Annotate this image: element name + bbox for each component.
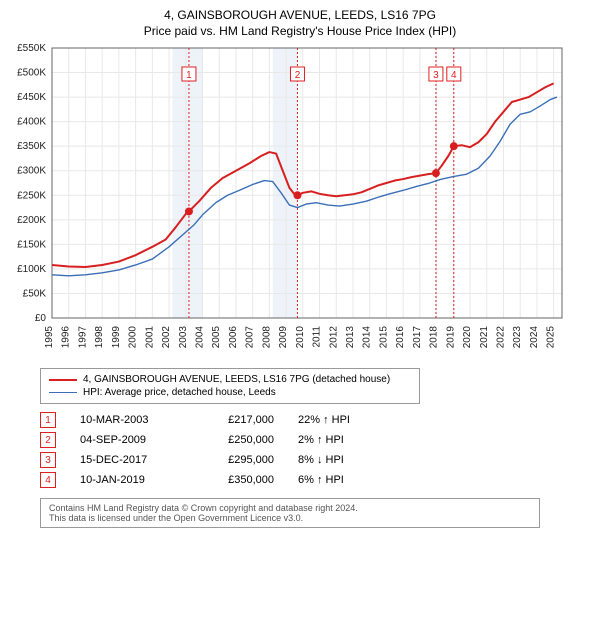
svg-text:2003: 2003 [178, 326, 189, 349]
legend-swatch-property [49, 379, 77, 381]
svg-text:£300K: £300K [17, 166, 46, 177]
sale-marker-row: 4 10-JAN-2019 £350,000 6% ↑ HPI [40, 470, 440, 490]
svg-text:2021: 2021 [479, 326, 490, 349]
svg-text:2015: 2015 [378, 326, 389, 349]
svg-text:£250K: £250K [17, 190, 46, 201]
legend-label-property: 4, GAINSBOROUGH AVENUE, LEEDS, LS16 7PG … [83, 374, 390, 385]
svg-text:1995: 1995 [44, 326, 55, 349]
svg-text:2: 2 [295, 70, 301, 81]
marker-price: £217,000 [204, 414, 274, 426]
title-main: 4, GAINSBOROUGH AVENUE, LEEDS, LS16 7PG [8, 8, 592, 22]
marker-date: 10-MAR-2003 [80, 414, 180, 426]
title-sub: Price paid vs. HM Land Registry's House … [8, 24, 592, 38]
svg-text:2018: 2018 [429, 326, 440, 349]
legend-label-hpi: HPI: Average price, detached house, Leed… [83, 387, 276, 398]
svg-text:£200K: £200K [17, 215, 46, 226]
svg-text:1999: 1999 [111, 326, 122, 349]
svg-text:2019: 2019 [445, 326, 456, 349]
svg-text:2006: 2006 [228, 326, 239, 349]
chart-area: £0 £50K £100K £150K £200K £250K £300K £350K £400… [8, 42, 592, 362]
price-chart: £0 £50K £100K £150K £200K £250K £300K £350K £400… [8, 42, 568, 362]
svg-text:2004: 2004 [194, 326, 205, 349]
footer-line1: Contains HM Land Registry data © Crown c… [49, 503, 531, 513]
svg-text:1: 1 [186, 70, 192, 81]
marker-pct: 8% ↓ HPI [298, 454, 388, 466]
marker-pct: 22% ↑ HPI [298, 414, 388, 426]
attribution-footer: Contains HM Land Registry data © Crown c… [40, 498, 540, 528]
svg-text:£550K: £550K [17, 43, 46, 54]
svg-text:2012: 2012 [328, 326, 339, 349]
svg-text:2001: 2001 [144, 326, 155, 349]
sale-marker-row: 1 10-MAR-2003 £217,000 22% ↑ HPI [40, 410, 440, 430]
legend-row-property: 4, GAINSBOROUGH AVENUE, LEEDS, LS16 7PG … [49, 373, 411, 386]
marker-date: 15-DEC-2017 [80, 454, 180, 466]
svg-text:1998: 1998 [94, 326, 105, 349]
footer-line2: This data is licensed under the Open Gov… [49, 513, 531, 523]
svg-text:2000: 2000 [128, 326, 139, 349]
svg-text:2017: 2017 [412, 326, 423, 349]
svg-text:2002: 2002 [161, 326, 172, 349]
legend: 4, GAINSBOROUGH AVENUE, LEEDS, LS16 7PG … [40, 368, 420, 404]
marker-price: £350,000 [204, 474, 274, 486]
marker-pct: 2% ↑ HPI [298, 434, 388, 446]
marker-badge: 4 [40, 472, 56, 488]
svg-text:£0: £0 [35, 313, 47, 324]
marker-badge: 3 [40, 452, 56, 468]
svg-text:£100K: £100K [17, 264, 46, 275]
svg-text:£500K: £500K [17, 68, 46, 79]
svg-text:2011: 2011 [312, 326, 323, 348]
sale-marker-row: 2 04-SEP-2009 £250,000 2% ↑ HPI [40, 430, 440, 450]
svg-text:2025: 2025 [546, 326, 557, 349]
chart-titles: 4, GAINSBOROUGH AVENUE, LEEDS, LS16 7PG … [8, 8, 592, 38]
marker-price: £295,000 [204, 454, 274, 466]
svg-text:2014: 2014 [362, 326, 373, 349]
svg-text:2010: 2010 [295, 326, 306, 349]
svg-text:2009: 2009 [278, 326, 289, 349]
svg-text:1997: 1997 [77, 326, 88, 349]
svg-text:£400K: £400K [17, 117, 46, 128]
marker-pct: 6% ↑ HPI [298, 474, 388, 486]
svg-text:£450K: £450K [17, 92, 46, 103]
svg-text:2007: 2007 [245, 326, 256, 349]
svg-text:2020: 2020 [462, 326, 473, 349]
marker-badge: 1 [40, 412, 56, 428]
svg-text:2024: 2024 [529, 326, 540, 349]
svg-text:1996: 1996 [61, 326, 72, 349]
svg-text:£50K: £50K [23, 288, 47, 299]
svg-text:£150K: £150K [17, 239, 46, 250]
svg-text:£350K: £350K [17, 141, 46, 152]
svg-text:2005: 2005 [211, 326, 222, 349]
svg-text:2022: 2022 [495, 326, 506, 349]
sale-marker-row: 3 15-DEC-2017 £295,000 8% ↓ HPI [40, 450, 440, 470]
legend-row-hpi: HPI: Average price, detached house, Leed… [49, 386, 411, 399]
marker-badge: 2 [40, 432, 56, 448]
svg-text:2008: 2008 [261, 326, 272, 349]
svg-text:4: 4 [451, 70, 457, 81]
sale-markers-table: 1 10-MAR-2003 £217,000 22% ↑ HPI 2 04-SEP-200… [40, 410, 440, 490]
svg-text:2023: 2023 [512, 326, 523, 349]
svg-text:3: 3 [433, 70, 439, 81]
marker-price: £250,000 [204, 434, 274, 446]
marker-date: 10-JAN-2019 [80, 474, 180, 486]
legend-swatch-hpi [49, 392, 77, 393]
svg-text:2013: 2013 [345, 326, 356, 349]
marker-date: 04-SEP-2009 [80, 434, 180, 446]
svg-text:2016: 2016 [395, 326, 406, 349]
